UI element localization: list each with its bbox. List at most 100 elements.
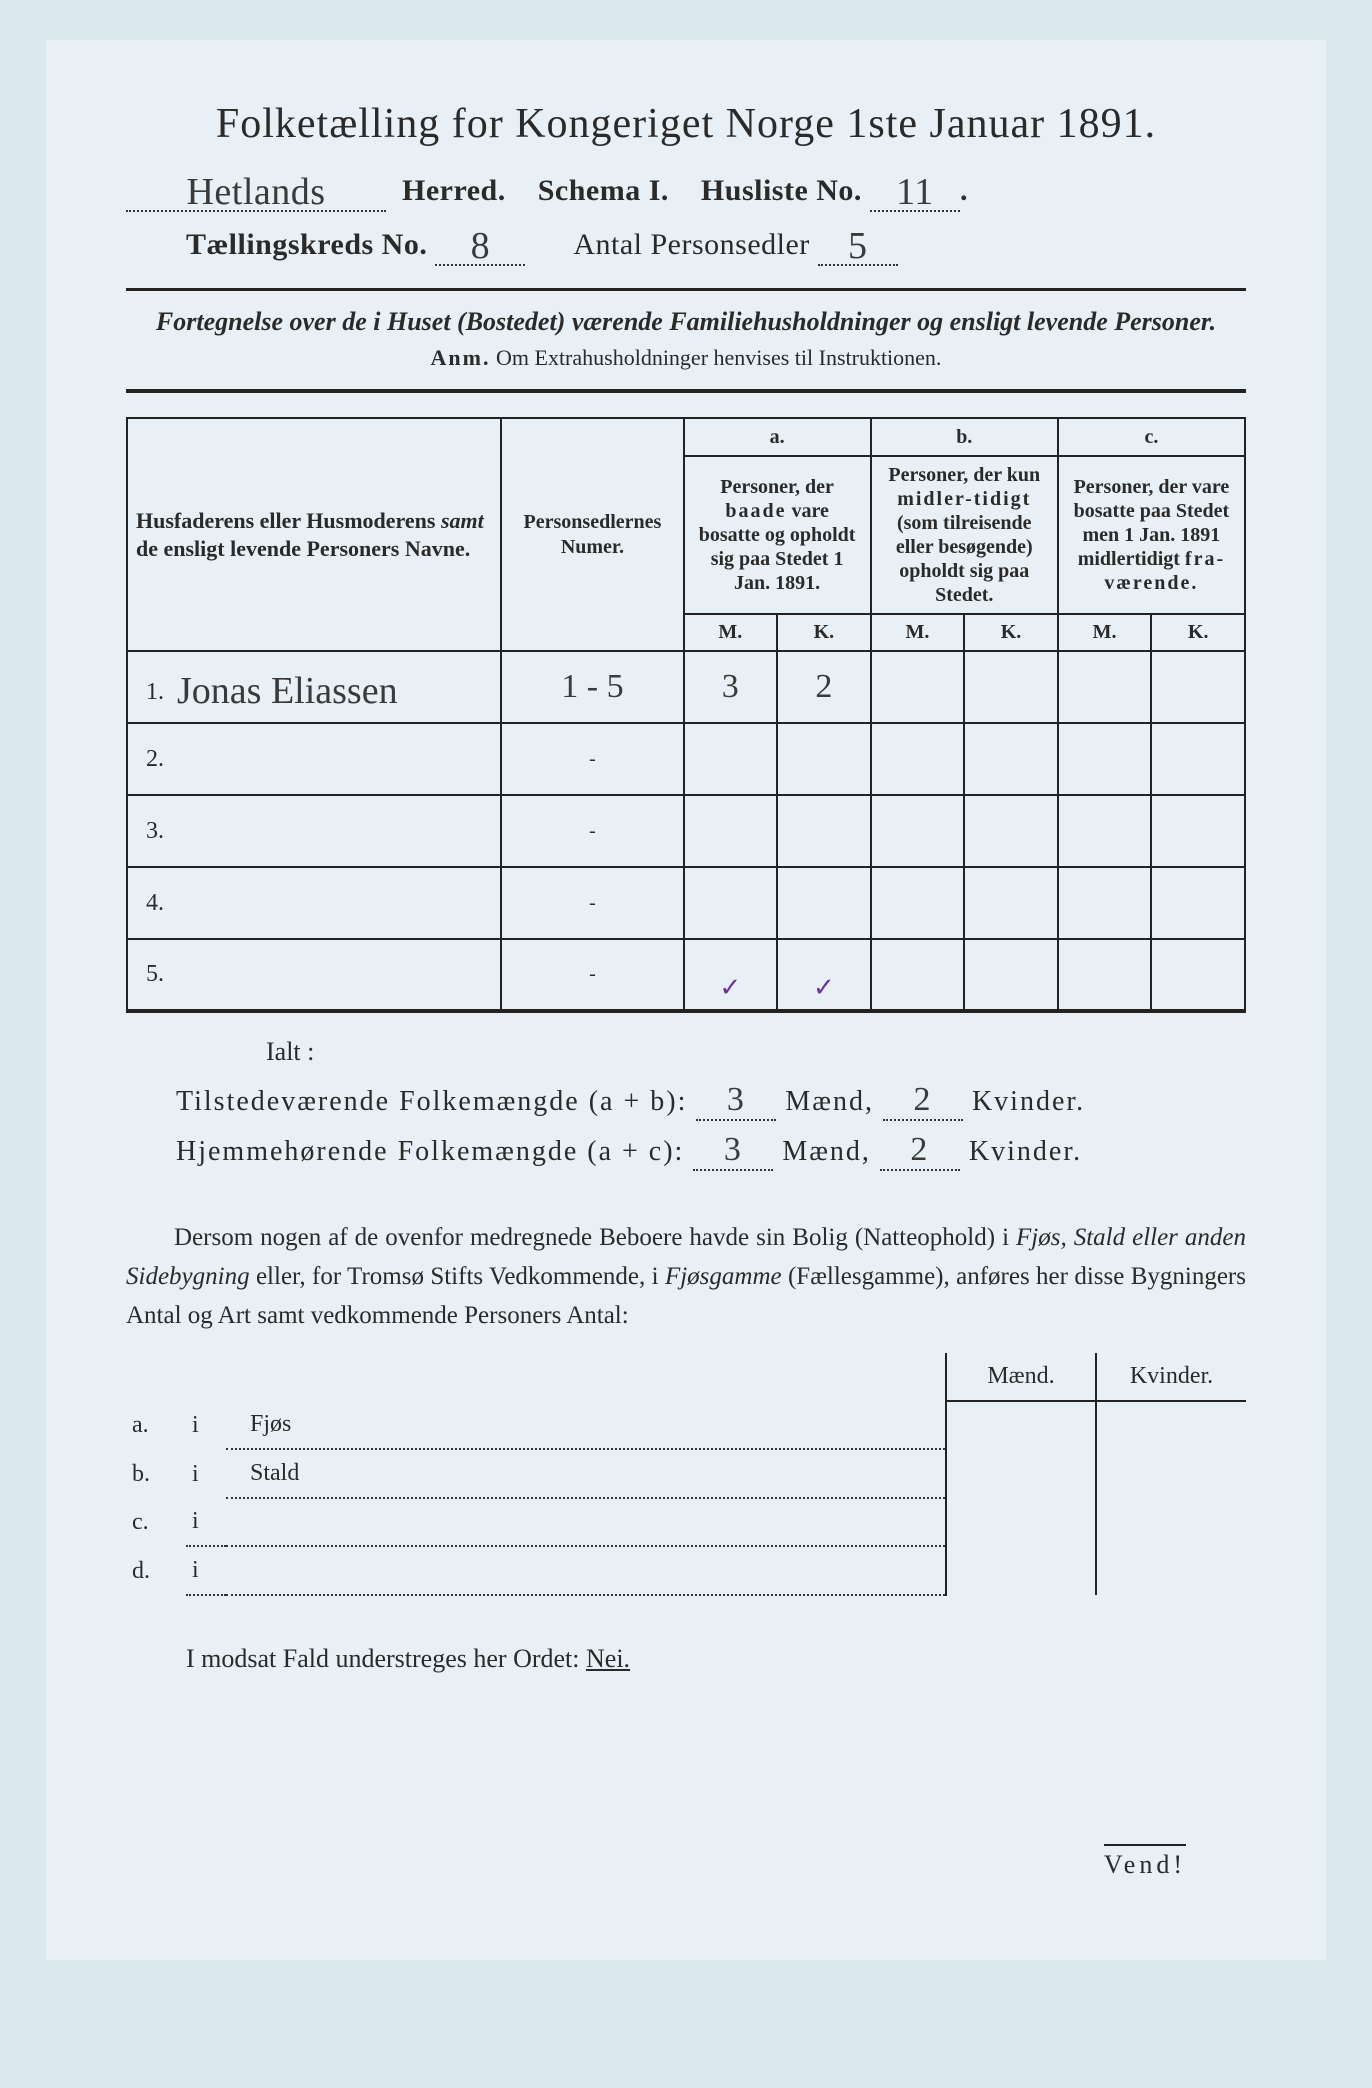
ialt-label: Ialt : bbox=[266, 1037, 1246, 1067]
dwelling-table: Mænd. Kvinder. a. i Fjøs b. i Stald c. i… bbox=[126, 1353, 1246, 1596]
dwelling-m bbox=[946, 1546, 1096, 1595]
col-c-k: K. bbox=[1151, 614, 1245, 651]
num-cell: - bbox=[501, 795, 683, 867]
dwelling-i: i bbox=[186, 1546, 226, 1595]
totals-m-field: 3 bbox=[693, 1131, 773, 1171]
row-number: 1. bbox=[136, 679, 164, 706]
row-number: 2. bbox=[136, 746, 164, 773]
table-header-row-1: Husfaderens eller Husmoderens samt de en… bbox=[127, 418, 1245, 456]
totals-k-value: 2 bbox=[910, 1131, 929, 1168]
dwelling-letter: b. bbox=[126, 1449, 186, 1498]
b-k-cell bbox=[964, 651, 1058, 723]
table-row: 4. - bbox=[127, 867, 1245, 939]
divider bbox=[126, 389, 1246, 393]
name-cell: 1. Jonas Eliassen bbox=[127, 651, 501, 723]
col-b-k: K. bbox=[964, 614, 1058, 651]
a-k-cell: ✓ bbox=[777, 939, 871, 1011]
dwelling-i: i bbox=[186, 1449, 226, 1498]
dwelling-row: d. i bbox=[126, 1546, 1246, 1595]
name-cell: 3. bbox=[127, 795, 501, 867]
header-row-1: Hetlands Herred. Schema I. Husliste No. … bbox=[126, 166, 1246, 212]
a-m-cell: ✓ bbox=[684, 939, 778, 1011]
col-c-header: Personer, der vare bosatte paa Stedet me… bbox=[1058, 456, 1245, 614]
a-m-cell: 3 bbox=[684, 651, 778, 723]
maend-label: Mænd, bbox=[782, 1136, 871, 1167]
table-row: 3. - bbox=[127, 795, 1245, 867]
anm-text: Om Extrahusholdninger henvises til Instr… bbox=[496, 345, 941, 370]
kvinder-label: Kvinder. bbox=[972, 1086, 1085, 1117]
dwelling-m bbox=[946, 1401, 1096, 1449]
dwelling-label: Stald bbox=[226, 1449, 946, 1498]
anm-line: Anm. Om Extrahusholdninger henvises til … bbox=[126, 345, 1246, 371]
totals-m-value: 3 bbox=[724, 1131, 743, 1168]
dwelling-label: Fjøs bbox=[226, 1401, 946, 1449]
dwelling-i: i bbox=[186, 1401, 226, 1449]
kvinder-label: Kvinder. bbox=[969, 1136, 1082, 1167]
col-b-m: M. bbox=[871, 614, 965, 651]
subtitle-text: Fortegnelse over de i Huset (Bostedet) v… bbox=[156, 307, 1216, 336]
num-cell: - bbox=[501, 867, 683, 939]
b-m-cell bbox=[871, 651, 965, 723]
herred-field: Hetlands bbox=[126, 166, 386, 212]
num-cell: - bbox=[501, 939, 683, 1011]
census-form-page: Folketælling for Kongeriget Norge 1ste J… bbox=[46, 40, 1326, 1960]
col-a-m: M. bbox=[684, 614, 778, 651]
row-number: 4. bbox=[136, 890, 164, 917]
antal-value: 5 bbox=[848, 225, 868, 267]
nei-line: I modsat Fald understreges her Ordet: Ne… bbox=[186, 1644, 1246, 1674]
col-a-k: K. bbox=[777, 614, 871, 651]
dwelling-letter: a. bbox=[126, 1401, 186, 1449]
dwelling-letter: c. bbox=[126, 1498, 186, 1546]
header-row-2: Tællingskreds No. 8 Antal Personsedler 5 bbox=[186, 220, 1246, 266]
table-row: 2. - bbox=[127, 723, 1245, 795]
table-row: 1. Jonas Eliassen 1 - 5 3 2 bbox=[127, 651, 1245, 723]
maend-header: Mænd. bbox=[946, 1353, 1096, 1401]
row-number: 3. bbox=[136, 818, 164, 845]
name-cell: 5. bbox=[127, 939, 501, 1011]
nei-word: Nei. bbox=[586, 1644, 630, 1673]
person-name: Jonas Eliassen bbox=[177, 670, 398, 712]
a-k-cell: 2 bbox=[777, 651, 871, 723]
antal-label: Antal Personsedler bbox=[573, 228, 809, 261]
dwelling-k bbox=[1096, 1498, 1246, 1546]
col-c-letter: c. bbox=[1058, 418, 1245, 456]
col-a-header: Personer, der baade vare bosatte og opho… bbox=[684, 456, 871, 614]
kreds-label: Tællingskreds No. bbox=[186, 228, 427, 261]
totals-line-2: Hjemmehørende Folkemængde (a + c): 3 Mæn… bbox=[176, 1131, 1246, 1171]
totals-k-field: 2 bbox=[880, 1131, 960, 1171]
dwelling-m bbox=[946, 1449, 1096, 1498]
col-name-header: Husfaderens eller Husmoderens samt de en… bbox=[127, 418, 501, 651]
dwelling-k bbox=[1096, 1546, 1246, 1595]
col-b-header: Personer, der kun midler-tidigt (som til… bbox=[871, 456, 1058, 614]
c-k-cell bbox=[1151, 651, 1245, 723]
kreds-value: 8 bbox=[471, 225, 491, 267]
totals-label-1: Tilstedeværende Folkemængde (a + b): bbox=[176, 1086, 687, 1117]
dwelling-k bbox=[1096, 1401, 1246, 1449]
dwelling-row: b. i Stald bbox=[126, 1449, 1246, 1498]
dwelling-i: i bbox=[186, 1498, 226, 1546]
totals-m-value: 3 bbox=[727, 1081, 746, 1118]
dwelling-label bbox=[226, 1546, 946, 1595]
totals-m-field: 3 bbox=[696, 1081, 776, 1121]
husliste-label: Husliste No. bbox=[701, 174, 862, 207]
herred-label: Herred. bbox=[402, 174, 506, 207]
antal-field: 5 bbox=[818, 220, 898, 266]
totals-line-1: Tilstedeværende Folkemængde (a + b): 3 M… bbox=[176, 1081, 1246, 1121]
checkmark-icon: ✓ bbox=[719, 972, 741, 1002]
schema-label: Schema I. bbox=[538, 174, 669, 207]
totals-k-value: 2 bbox=[913, 1081, 932, 1118]
dwelling-paragraph: Dersom nogen af de ovenfor medregnede Be… bbox=[126, 1219, 1246, 1335]
husliste-field: 11 bbox=[870, 166, 960, 212]
col-c-m: M. bbox=[1058, 614, 1152, 651]
col-num-header: Personsedlernes Numer. bbox=[501, 418, 683, 651]
dwelling-row: a. i Fjøs bbox=[126, 1401, 1246, 1449]
checkmark-icon: ✓ bbox=[813, 972, 835, 1002]
census-table: Husfaderens eller Husmoderens samt de en… bbox=[126, 417, 1246, 1013]
kreds-field: 8 bbox=[435, 220, 525, 266]
dwelling-label bbox=[226, 1498, 946, 1546]
anm-label: Anm. bbox=[431, 345, 491, 370]
dwelling-row: c. i bbox=[126, 1498, 1246, 1546]
dwelling-k bbox=[1096, 1449, 1246, 1498]
col-b-letter: b. bbox=[871, 418, 1058, 456]
num-cell: 1 - 5 bbox=[501, 651, 683, 723]
